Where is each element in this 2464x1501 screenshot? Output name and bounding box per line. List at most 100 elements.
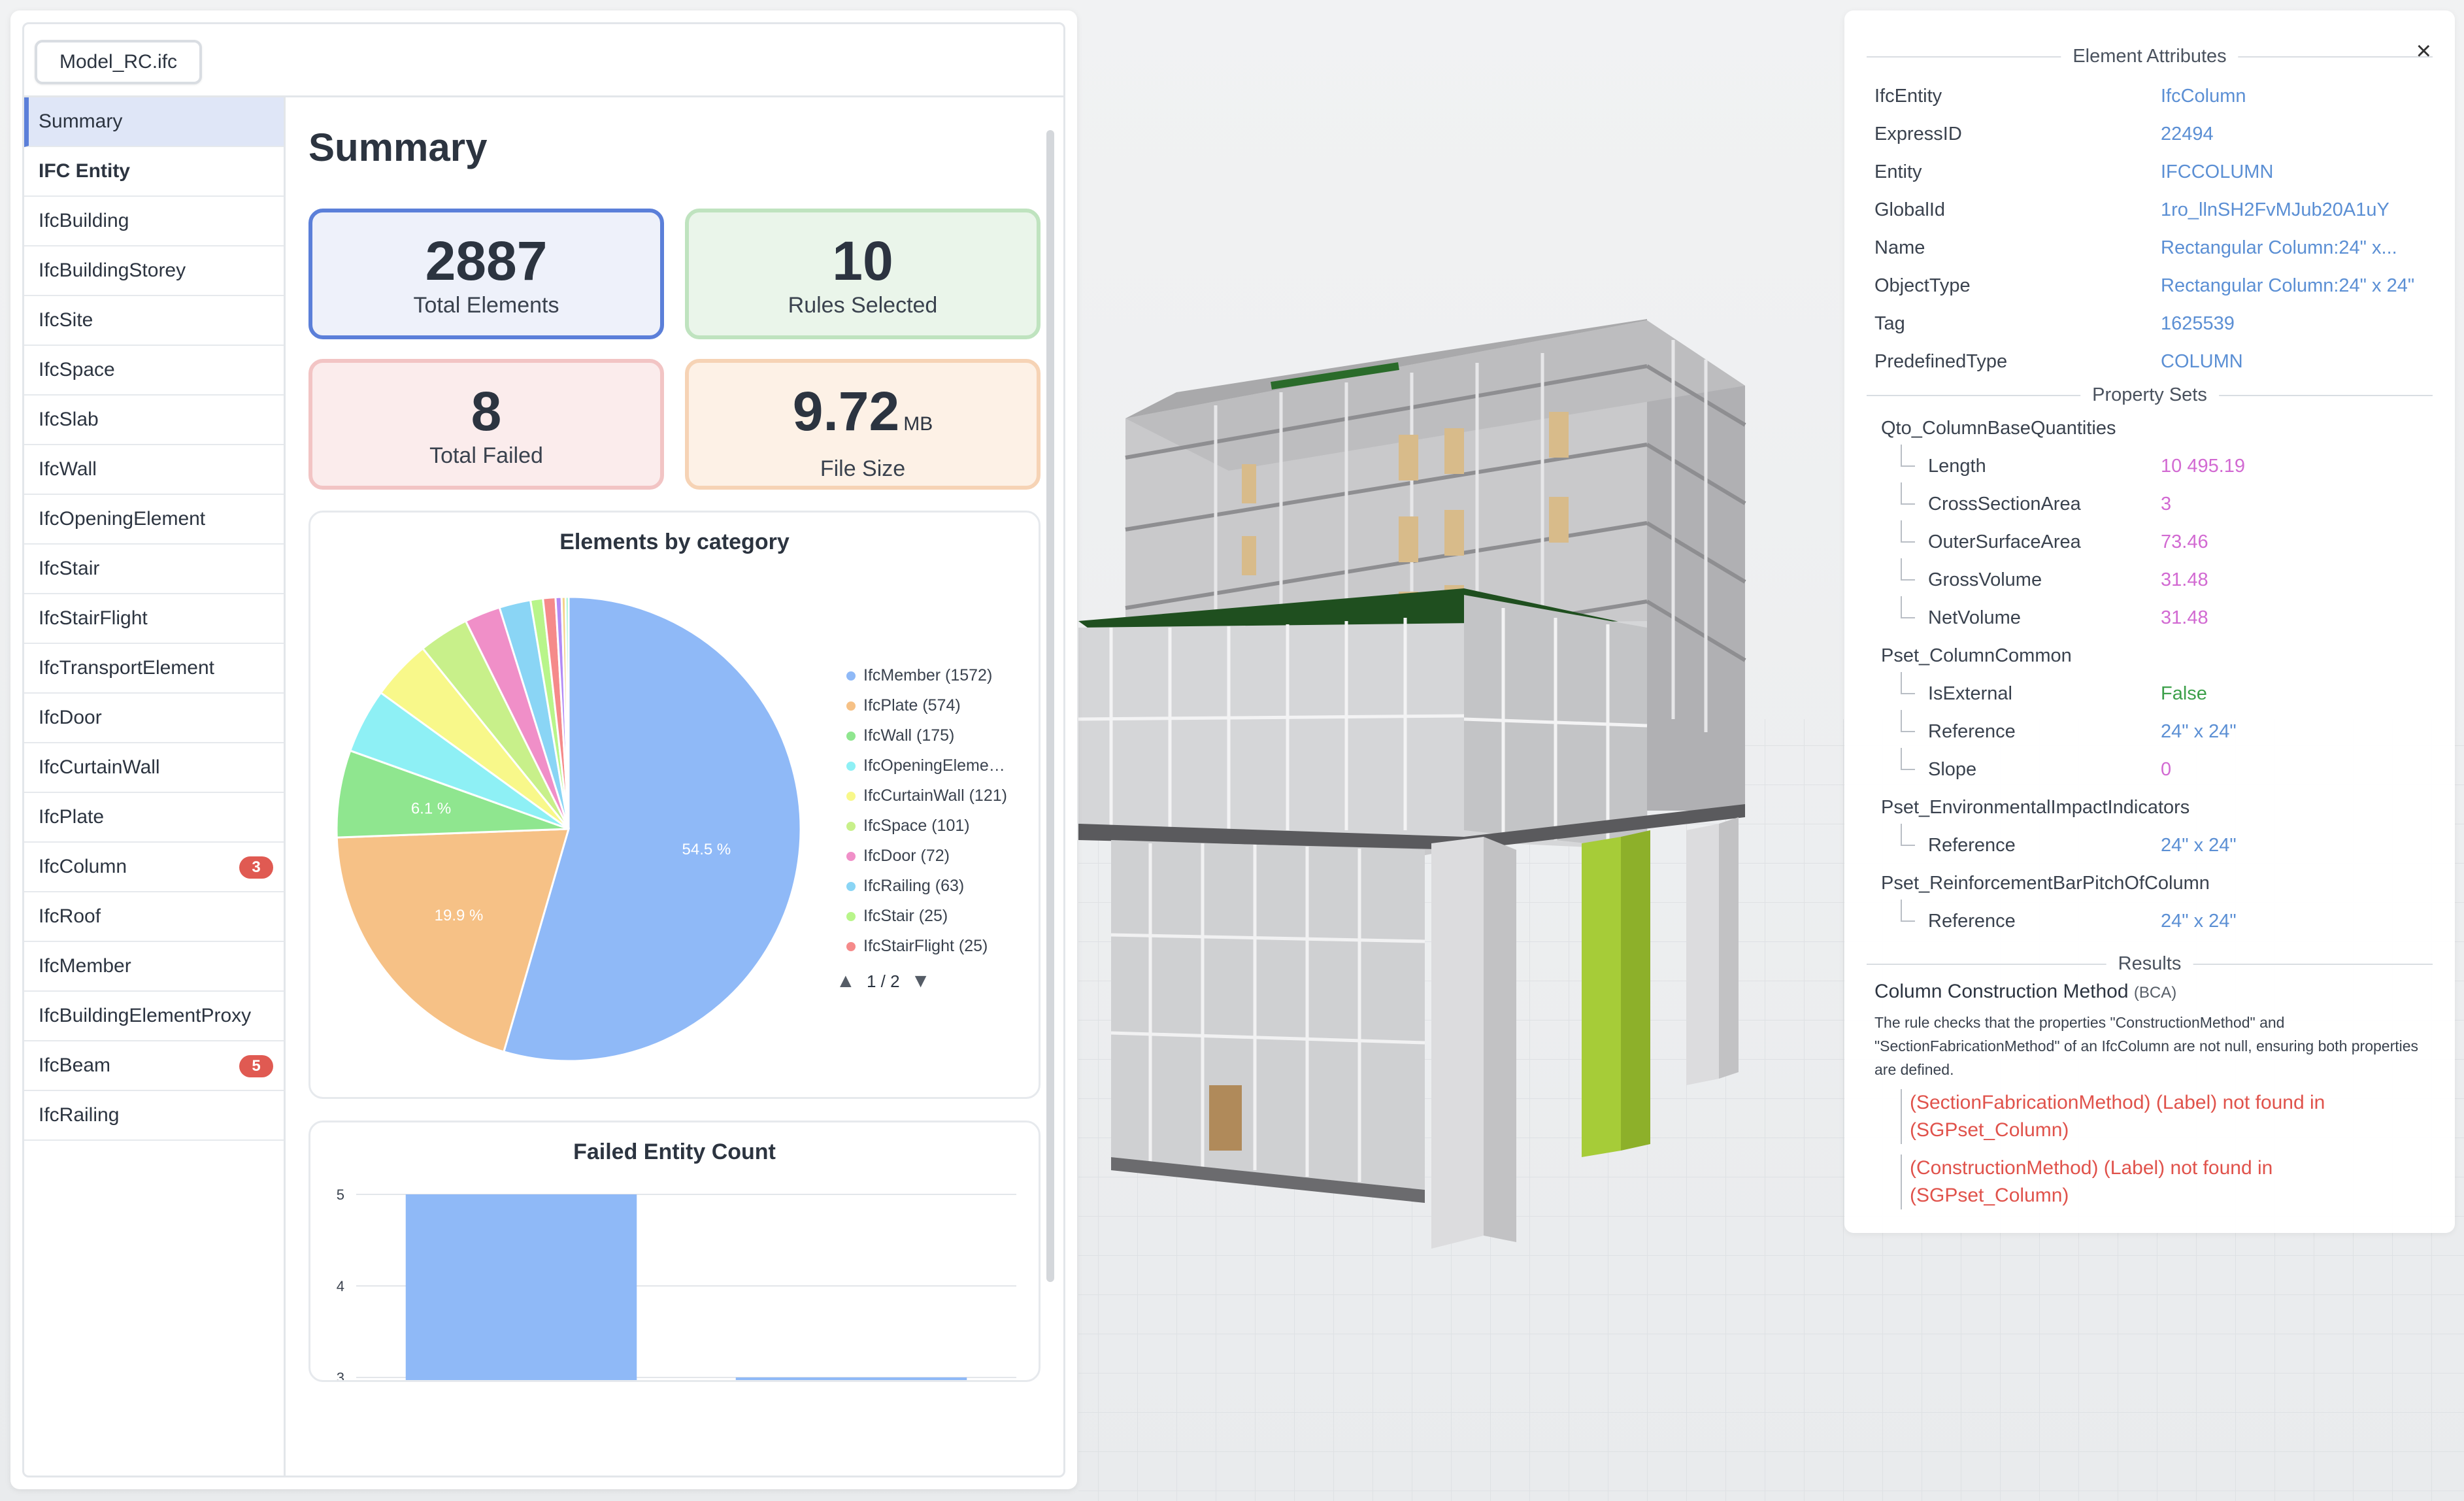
sidebar-item-ifccolumn[interactable]: IfcColumn 3	[24, 843, 284, 892]
legend-swatch	[846, 912, 856, 922]
legend-pager: ▲ 1 / 2 ▼	[836, 970, 930, 992]
pie-slice-label: 54.5 %	[682, 841, 731, 858]
attribute-value[interactable]: 1ro_llnSH2FvMJub20A1uY	[2161, 199, 2389, 220]
total-failed-value: 8	[471, 380, 502, 442]
tree-connector	[1901, 672, 1915, 694]
close-icon[interactable]: ×	[2416, 37, 2431, 65]
sidebar-item-ifcroof[interactable]: IfcRoof	[24, 892, 284, 942]
attribute-value[interactable]: Rectangular Column:24" x...	[2161, 237, 2397, 258]
sidebar-item-label: IfcBuildingStorey	[39, 260, 186, 281]
legend-label: IfcCurtainWall (121)	[863, 786, 1007, 805]
sidebar-item-ifcslab[interactable]: IfcSlab	[24, 396, 284, 445]
sidebar-item-label: IfcRoof	[39, 905, 101, 927]
attribute-value[interactable]: 1625539	[2161, 313, 2235, 334]
sidebar-item-ifcsite[interactable]: IfcSite	[24, 296, 284, 346]
attribute-value[interactable]: IfcColumn	[2161, 86, 2246, 107]
sidebar-item-ifcspace[interactable]: IfcSpace	[24, 346, 284, 396]
attributes-header-label: Element Attributes	[2061, 42, 2239, 71]
property-value: 3	[2161, 494, 2172, 514]
bar[interactable]	[735, 1377, 967, 1382]
sidebar-item-ifcbuilding[interactable]: IfcBuilding	[24, 197, 284, 246]
sidebar-item-label: IfcBeam	[39, 1054, 111, 1076]
tree-connector	[1901, 900, 1915, 922]
attribute-value[interactable]: Rectangular Column:24" x 24"	[2161, 275, 2415, 296]
property-set-name[interactable]: Pset_EnvironmentalImpactIndicators	[1881, 797, 2190, 818]
sidebar-item-ifcrailing[interactable]: IfcRailing	[24, 1091, 284, 1141]
property-set-name[interactable]: Qto_ColumnBaseQuantities	[1881, 418, 2116, 439]
tree-connector	[1901, 1155, 1902, 1209]
pie-slice[interactable]	[335, 749, 569, 839]
attribute-row: GlobalId 1ro_llnSH2FvMJub20A1uY	[1874, 191, 2442, 229]
property-value: 31.48	[2161, 569, 2208, 590]
sidebar-item-ifcbuildingelementproxy[interactable]: IfcBuildingElementProxy	[24, 992, 284, 1041]
legend-item[interactable]: IfcRailing (63)	[846, 871, 1007, 901]
pie-slice-label: 19.9 %	[435, 907, 484, 924]
legend-next-icon[interactable]: ▼	[910, 970, 931, 992]
tree-connector	[1901, 710, 1915, 732]
property-set-name[interactable]: Pset_ReinforcementBarPitchOfColumn	[1881, 873, 2210, 894]
bar-chart-svg: 5432	[337, 1187, 1016, 1382]
legend-item[interactable]: IfcSpace (101)	[846, 811, 1007, 841]
sidebar-item-ifcmember[interactable]: IfcMember	[24, 942, 284, 992]
legend-item[interactable]: IfcWall (175)	[846, 720, 1007, 750]
sidebar-item-ifcdoor[interactable]: IfcDoor	[24, 694, 284, 743]
attribute-key: ObjectType	[1874, 275, 1971, 296]
rules-selected-value: 10	[832, 230, 893, 292]
legend-prev-icon[interactable]: ▲	[836, 970, 856, 992]
file-size-unit: MB	[903, 413, 933, 435]
scrollbar[interactable]	[1046, 130, 1054, 1282]
legend-item[interactable]: IfcCurtainWall (121)	[846, 781, 1007, 811]
tree-connector	[1901, 558, 1915, 581]
sidebar-item-ifcbeam[interactable]: IfcBeam 5	[24, 1041, 284, 1091]
bar[interactable]	[405, 1194, 637, 1382]
file-size-card: 9.72 MB File Size	[685, 359, 1041, 490]
element-attributes-panel: Element Attributes × IfcEntity IfcColumn E…	[1844, 10, 2455, 1233]
legend-swatch	[846, 852, 856, 862]
failure-text: (SectionFabricationMethod) (Label) not f…	[1910, 1092, 2325, 1141]
sidebar-item-ifctransportelement[interactable]: IfcTransportElement	[24, 644, 284, 694]
legend-item[interactable]: IfcPlate (574)	[846, 690, 1007, 720]
pie-slice[interactable]	[502, 596, 802, 1062]
legend-swatch	[846, 882, 856, 892]
attribute-value[interactable]: IFCCOLUMN	[2161, 161, 2274, 182]
sidebar-item-summary[interactable]: Summary	[24, 97, 284, 147]
attribute-value[interactable]: COLUMN	[2161, 351, 2243, 372]
sidebar-item-ifcstair[interactable]: IfcStair	[24, 545, 284, 594]
property-row: NetVolume 31.48	[1901, 596, 2442, 637]
legend-label: IfcDoor (72)	[863, 847, 950, 865]
page-title: Summary	[308, 126, 488, 169]
property-row: OuterSurfaceArea 73.46	[1901, 520, 2442, 561]
attribute-value[interactable]: 22494	[2161, 124, 2214, 144]
rule-description: The rule checks that the properties "Con…	[1874, 1014, 2419, 1078]
sidebar-item-ifc-entity[interactable]: IFC Entity	[24, 147, 284, 197]
legend-item[interactable]: IfcOpeningEleme…	[846, 750, 1007, 781]
property-set-name[interactable]: Pset_ColumnCommon	[1881, 645, 2072, 666]
summary-main: Summary 2887 Total Elements 10 Rules Sel…	[288, 97, 1063, 1476]
total-elements-label: Total Elements	[413, 293, 559, 318]
sidebar-item-ifcwall[interactable]: IfcWall	[24, 445, 284, 495]
legend-item[interactable]: IfcStairFlight (25)	[846, 931, 1007, 961]
sidebar-item-ifcplate[interactable]: IfcPlate	[24, 793, 284, 843]
legend-item[interactable]: IfcDoor (72)	[846, 841, 1007, 871]
sidebar-item-label: IfcBuilding	[39, 210, 129, 231]
sidebar-item-label: IfcMember	[39, 955, 131, 977]
rules-selected-label: Rules Selected	[788, 293, 938, 318]
sidebar-item-ifcstairflight[interactable]: IfcStairFlight	[24, 594, 284, 644]
tree-connector	[1901, 520, 1915, 543]
attribute-row: ExpressID 22494	[1874, 115, 2442, 153]
legend-swatch	[846, 701, 856, 711]
pie-slice[interactable]	[564, 596, 570, 830]
sidebar-item-ifcopeningelement[interactable]: IfcOpeningElement	[24, 495, 284, 545]
file-tab[interactable]: Model_RC.ifc	[35, 40, 203, 84]
sidebar-item-ifccurtainwall[interactable]: IfcCurtainWall	[24, 743, 284, 793]
attributes-header: Element Attributes	[1867, 42, 2433, 71]
pie-slice[interactable]	[335, 828, 571, 1053]
failure-count-badge: 3	[239, 856, 273, 879]
legend-label: IfcPlate (574)	[863, 696, 961, 715]
property-row: Reference 24" x 24"	[1901, 710, 2442, 750]
sidebar-item-label: IfcSite	[39, 309, 93, 331]
y-tick-label: 4	[337, 1278, 344, 1294]
sidebar-item-ifcbuildingstorey[interactable]: IfcBuildingStorey	[24, 246, 284, 296]
legend-item[interactable]: IfcStair (25)	[846, 901, 1007, 931]
legend-item[interactable]: IfcMember (1572)	[846, 660, 1007, 690]
